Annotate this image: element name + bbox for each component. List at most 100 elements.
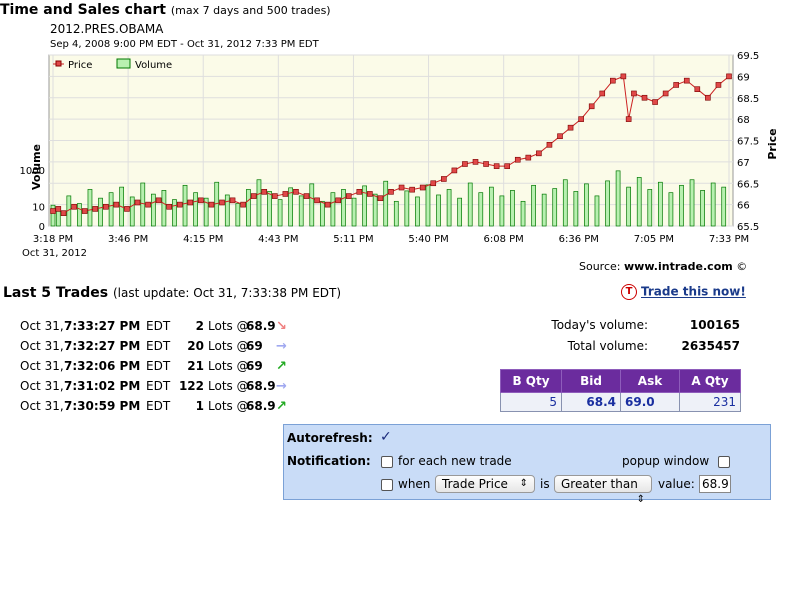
price-point <box>272 193 278 199</box>
time-and-sales-chart: 1000 10 0 69.5 69 68.5 68 67.5 67 66.5 66 65.5 3:1… <box>20 51 779 259</box>
last-update: (last update: Oct 31, 7:33:38 PM EDT) <box>112 286 342 300</box>
volume-bar <box>77 203 82 227</box>
source-site[interactable]: www.intrade.com <box>624 260 733 273</box>
price-point <box>377 195 384 202</box>
source-label: Source: <box>579 260 621 273</box>
popup-window-label: popup window <box>622 454 710 468</box>
price-point <box>166 203 172 210</box>
field-select[interactable]: Trade Price ⇕ <box>435 475 535 493</box>
trade-lots: Lots @ <box>208 359 249 373</box>
x-tick-label: 3:46 PM <box>108 234 148 245</box>
trade-time: 7:31:02 PM <box>64 379 141 393</box>
price-point <box>60 210 67 216</box>
volume-bar <box>288 187 294 227</box>
volume-bar <box>193 192 198 227</box>
volume-bar <box>467 182 473 227</box>
ask-qty-value[interactable]: 231 <box>679 392 741 412</box>
price-point <box>324 201 331 208</box>
volume-bar <box>393 200 399 227</box>
trade-row: Oct 31,7:32:06 PM EDT 21 Lots @69 ↗ <box>20 356 290 376</box>
legend-price-swatch <box>55 60 62 67</box>
volume-bar <box>457 197 463 227</box>
price-point <box>546 141 553 148</box>
legend-volume-label: Volume <box>135 60 172 71</box>
volume-bar <box>267 191 272 227</box>
trade-date: Oct 31, <box>20 399 64 413</box>
y-right-tick-label: 66.5 <box>737 179 759 190</box>
price-point <box>451 167 458 174</box>
trade-date: Oct 31, <box>20 359 64 373</box>
popup-window-checkbox[interactable] <box>718 456 730 468</box>
price-points <box>50 73 732 216</box>
volume-bar <box>256 179 262 227</box>
price-point <box>356 189 363 195</box>
trade-tz: EDT <box>146 359 171 373</box>
todays-volume-value: 100165 <box>689 318 740 332</box>
volume-bar <box>87 189 93 227</box>
volume-bar <box>478 192 484 227</box>
x-tick-label: 7:33 PM <box>709 234 749 245</box>
source-credit: Source: www.intrade.com © <box>579 260 747 273</box>
trade-now-link[interactable]: T Trade this now! <box>621 284 746 300</box>
trend-arrow-icon: → <box>276 379 287 394</box>
trade-price: 69 <box>246 359 263 373</box>
total-volume-label: Total volume: <box>567 339 648 353</box>
price-point <box>55 206 62 212</box>
select-arrow-icon: ⇕ <box>519 478 528 489</box>
volume-bar <box>668 192 674 227</box>
trade-price: 68.9 <box>246 319 276 333</box>
legend-volume-swatch <box>116 58 131 69</box>
x-tick-label: 7:05 PM <box>634 234 674 245</box>
price-point <box>514 156 521 163</box>
ask-value[interactable]: 69.0 <box>620 392 680 412</box>
y-right-tick-label: 66 <box>737 201 750 212</box>
trade-now-label[interactable]: Trade this now! <box>641 284 746 299</box>
price-point <box>409 186 415 193</box>
y-right-tick-label: 69.5 <box>737 51 759 62</box>
bid-value[interactable]: 68.4 <box>561 392 621 412</box>
price-point <box>261 189 268 195</box>
autorefresh-checkbox[interactable]: ✓ <box>380 429 392 445</box>
volume-bar <box>436 194 441 227</box>
trade-time: 7:32:06 PM <box>64 359 141 373</box>
trend-arrow-icon: ↗ <box>276 399 287 414</box>
trade-lots: Lots @ <box>208 339 249 353</box>
trade-qty: 20 <box>187 339 204 353</box>
volume-bar <box>298 195 304 227</box>
when-checkbox[interactable] <box>381 479 393 491</box>
price-point <box>198 197 204 204</box>
volume-bar <box>98 197 103 227</box>
volume-bar <box>721 186 727 227</box>
left-axis-ticks: 1000 10 0 <box>20 166 45 233</box>
volume-bar <box>657 181 663 227</box>
volume-bar <box>362 185 367 227</box>
x-tick-label: 6:08 PM <box>484 234 524 245</box>
value-input[interactable]: 68.9 <box>699 475 731 493</box>
volume-bar <box>689 179 695 227</box>
volume-bar <box>531 184 536 227</box>
volume-bar <box>235 203 241 227</box>
condition-select[interactable]: Greater than ⇕ <box>554 475 652 505</box>
each-trade-checkbox[interactable] <box>381 456 393 468</box>
volume-bar <box>341 189 346 227</box>
trade-tz: EDT <box>146 379 171 393</box>
price-point <box>229 197 236 204</box>
trade-icon: T <box>621 284 637 300</box>
volume-bar <box>309 183 315 227</box>
chart-title: Time and Sales chart (max 7 days and 500… <box>0 2 331 18</box>
y-right-tick-label: 68 <box>737 115 750 126</box>
price-point <box>694 86 701 93</box>
trade-price: 68.9 <box>246 379 276 393</box>
volume-bar <box>446 189 452 227</box>
trade-row: Oct 31,7:31:02 PM EDT 122 Lots @68.9→ <box>20 376 290 396</box>
x-tick-label: 4:15 PM <box>183 234 223 245</box>
price-point <box>536 150 542 157</box>
price-point <box>504 163 510 169</box>
chart-title-text: Time and Sales chart <box>0 2 166 18</box>
bid-qty-value[interactable]: 5 <box>500 392 562 412</box>
price-point <box>599 90 606 97</box>
price-point <box>335 197 341 204</box>
price-point <box>113 201 120 208</box>
volume-bar <box>129 196 135 227</box>
price-point <box>388 189 394 195</box>
